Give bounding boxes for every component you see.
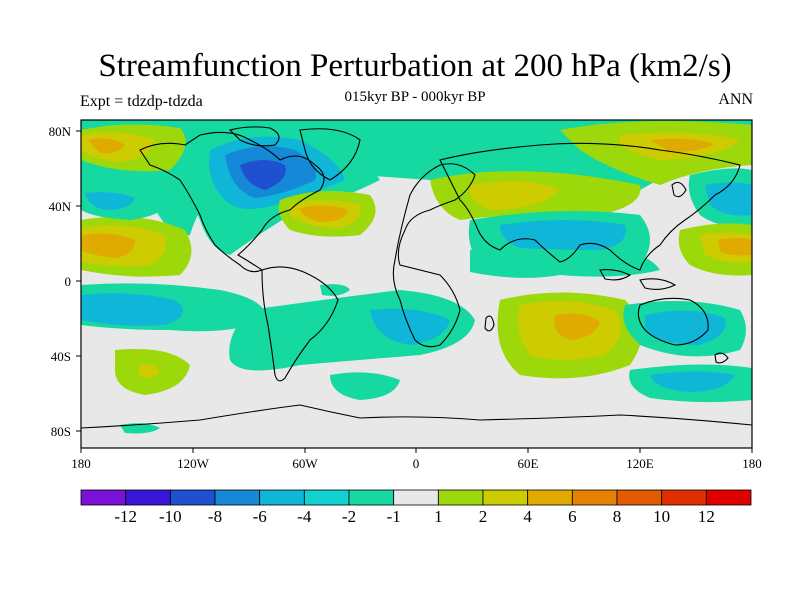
anomaly-field-layer xyxy=(81,120,752,434)
contour-fill xyxy=(645,310,726,345)
colorbar-swatch xyxy=(527,489,573,506)
contour-fill xyxy=(85,192,135,210)
y-tick-label: 80N xyxy=(49,124,72,139)
x-axis: 180 120W 60W 0 60E 120E 180 xyxy=(71,448,762,471)
contour-fill xyxy=(81,233,135,258)
colorbar-swatch xyxy=(303,489,350,506)
y-tick-label: 40N xyxy=(49,199,72,214)
contour-fill xyxy=(370,308,450,345)
contour-fill xyxy=(500,220,626,250)
contour-fill xyxy=(88,138,125,154)
x-tick-label: 60W xyxy=(292,456,318,471)
season-label: ANN xyxy=(718,91,753,108)
colorbar-swatch xyxy=(259,489,305,506)
map-plot-area xyxy=(81,120,752,448)
contour-fill xyxy=(330,372,400,400)
colorbar-label: -6 xyxy=(252,507,267,526)
colorbar-swatch xyxy=(661,489,707,506)
colorbar-label: -8 xyxy=(207,507,223,526)
colorbar-swatch xyxy=(169,489,216,506)
y-tick-label: 80S xyxy=(51,424,71,439)
colorbar-label: 10 xyxy=(653,507,671,526)
contour-fill xyxy=(469,181,560,210)
chart-subtitle: 015kyr BP - 000kyr BP xyxy=(344,89,486,105)
colorbar-swatch xyxy=(393,489,439,506)
colorbar-label: 6 xyxy=(568,507,577,526)
contour-fill xyxy=(81,293,183,326)
contour-fill xyxy=(554,313,600,340)
x-tick-label: 120W xyxy=(177,456,210,471)
y-tick-label: 0 xyxy=(65,274,72,289)
experiment-label: Expt = tdzdp-tdzda xyxy=(80,93,203,110)
contour-fill xyxy=(300,205,348,222)
colorbar-swatch xyxy=(482,489,529,506)
colorbar-swatch xyxy=(348,489,395,506)
colorbar-label: -10 xyxy=(158,507,182,526)
contour-fill xyxy=(718,238,752,256)
coastlines xyxy=(81,126,752,429)
contour-fill xyxy=(470,248,660,278)
x-tick-label: 120E xyxy=(626,456,654,471)
colorbar xyxy=(80,489,752,506)
colorbar-swatch xyxy=(705,489,752,506)
colorbar-label: 4 xyxy=(523,507,532,526)
colorbar-label: 1 xyxy=(434,507,443,526)
contour-fill xyxy=(705,182,752,216)
x-tick-label: 0 xyxy=(413,456,420,471)
x-tick-label: 60E xyxy=(518,456,539,471)
contour-fill xyxy=(650,138,715,152)
colorbar-swatch xyxy=(125,489,171,506)
colorbar-label: -12 xyxy=(114,507,137,526)
colorbar-label: -1 xyxy=(386,507,401,526)
colorbar-label: -2 xyxy=(341,507,357,526)
x-tick-label: 180 xyxy=(71,456,91,471)
colorbar-label: 12 xyxy=(697,507,715,526)
colorbar-swatch xyxy=(616,489,663,506)
x-tick-label: 180 xyxy=(742,456,762,471)
y-tick-label: 40S xyxy=(51,349,71,364)
colorbar-label: 8 xyxy=(612,507,622,526)
contour-fill xyxy=(138,364,160,378)
colorbar-label: 2 xyxy=(478,507,488,526)
contour-fill xyxy=(240,160,286,190)
colorbar-swatch xyxy=(80,489,127,506)
colorbar-swatch xyxy=(437,489,484,506)
y-axis: 80N 40N 0 40S 80S xyxy=(49,124,81,439)
colorbar-swatch xyxy=(214,489,261,506)
contour-fill xyxy=(650,371,735,392)
colorbar-swatch xyxy=(571,489,618,506)
chart-title: Streamfunction Perturbation at 200 hPa (… xyxy=(98,48,732,84)
colorbar-label: -4 xyxy=(297,507,312,526)
